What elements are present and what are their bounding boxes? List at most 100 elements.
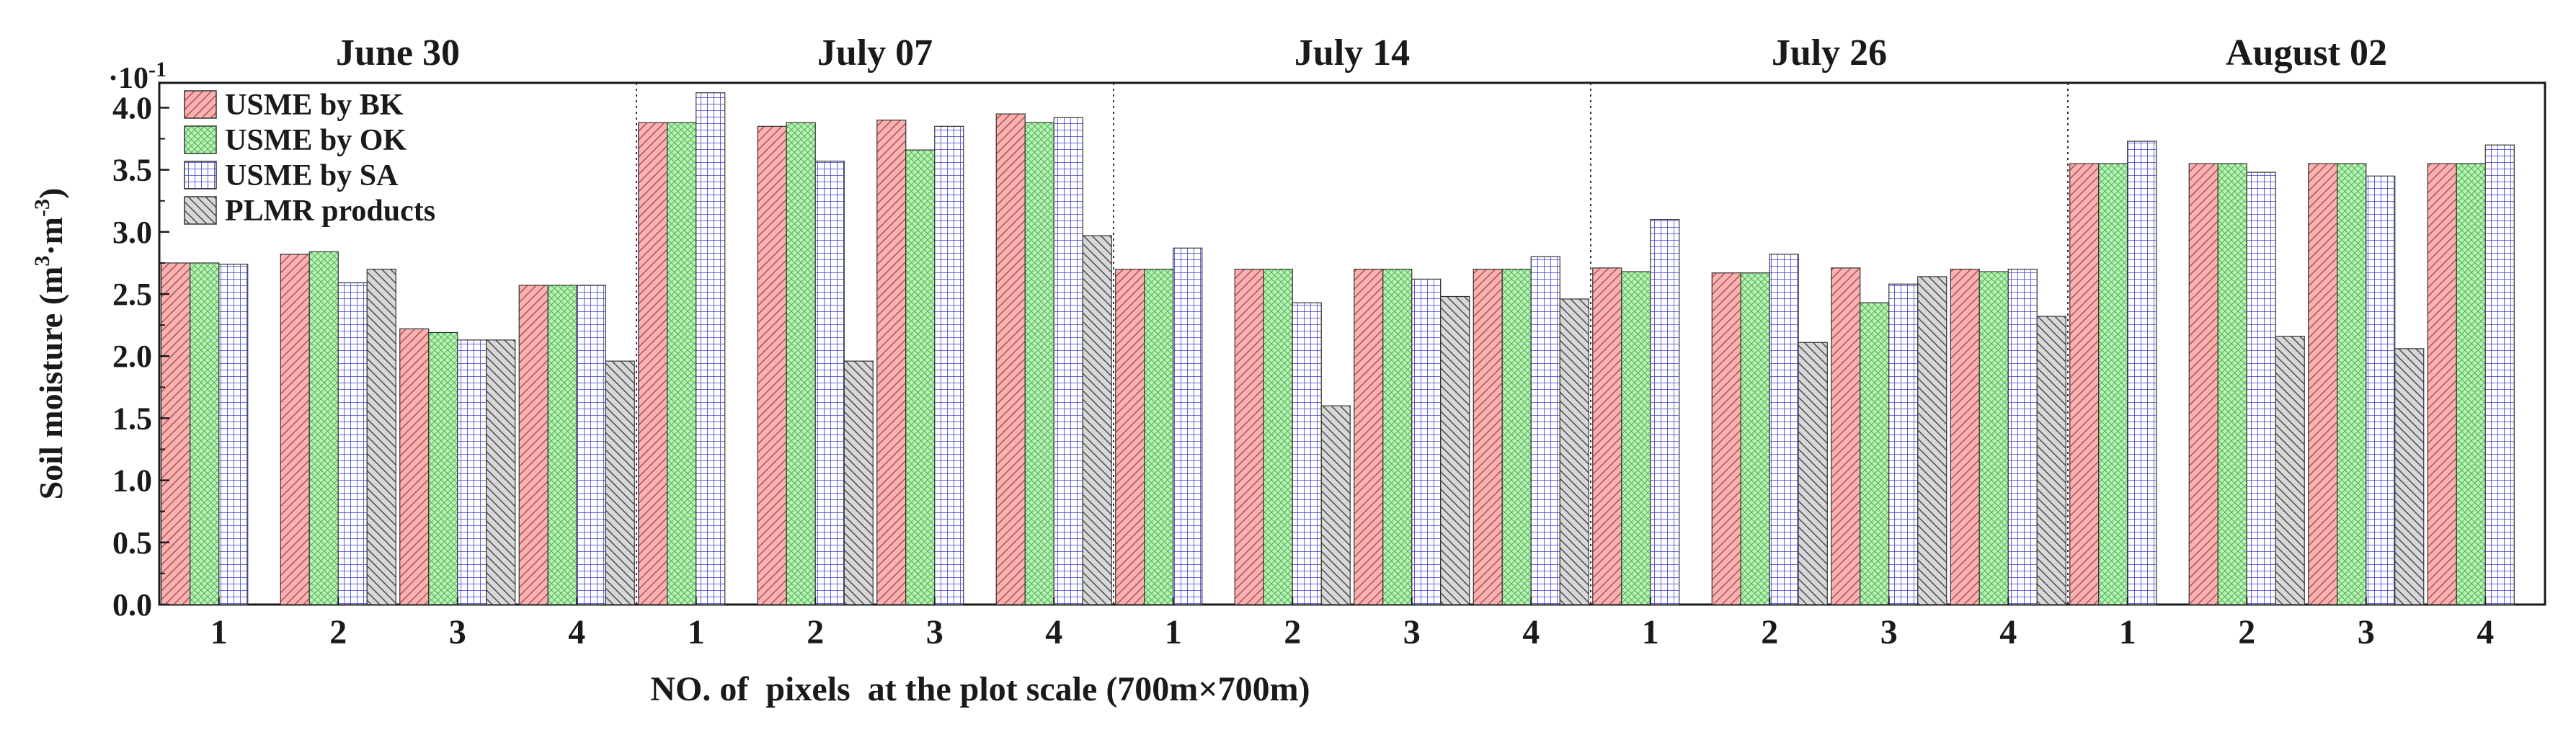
bar-usme-by-sa [576,285,606,605]
bar-usme-by-bk [1592,267,1622,605]
bar-usme-by-sa [2127,141,2157,605]
bar-usme-by-bk [280,254,310,605]
bar-usme-by-sa [2484,144,2515,605]
y-tick-label: 2.5 [112,277,152,312]
bar-usme-by-ok [1621,271,1651,605]
bar-usme-by-sa [337,282,368,605]
bar-usme-by-bk [638,122,668,605]
group-title: August 02 [2226,32,2387,73]
x-tick-label: 4 [2477,613,2494,651]
bar-usme-by-ok [428,331,458,605]
y-multiplier: ·10-1 [108,58,166,95]
bar-usme-by-bk [876,120,907,605]
y-tick-label: 3.0 [112,215,152,250]
bar-usme-by-bk [1831,267,1861,605]
bar-usme-by-ok [547,285,577,605]
bar-plmr-products [2036,316,2066,605]
bar-usme-by-bk [1950,268,1980,605]
y-tick-label: 3.5 [112,153,152,188]
x-tick-label: 3 [1880,613,1898,651]
x-tick-label: 2 [1761,613,1778,651]
y-tick-label: 0.0 [112,587,152,623]
bar-usme-by-ok [667,122,697,605]
x-tick-label: 2 [2238,613,2255,651]
legend-label: USME by SA [225,159,399,192]
x-tick-label: 4 [1522,613,1540,651]
bar-usme-by-ok [1263,268,1293,605]
bar-plmr-products [486,339,516,605]
legend-swatch [184,125,217,154]
bar-plmr-products [2275,336,2305,605]
bar-plmr-products [605,360,635,605]
bar-usme-by-sa [1650,219,1680,605]
x-tick-label: 3 [2358,613,2375,651]
x-tick-label: 1 [210,613,228,651]
group-title: July 14 [1294,32,1410,73]
bar-usme-by-sa [814,161,845,605]
x-axis: 1 2 3 4 1 2 3 4 1 2 3 4 1 2 3 4 1 2 3 4 [210,597,2494,651]
group-title: June 30 [336,32,460,73]
y-multiplier-base: ·10 [108,62,148,95]
x-tick-label: 1 [2119,613,2136,651]
bar-usme-by-sa [457,339,487,605]
bar-usme-by-sa [1053,117,1083,605]
bar-usme-by-ok [905,149,936,605]
group-title: July 07 [817,32,933,73]
y-tick-label: 4.0 [112,90,152,125]
bar-plmr-products [1320,405,1351,605]
bar-usme-by-bk [1354,268,1384,605]
bar-usme-by-ok [190,262,220,605]
legend-label: USME by BK [225,89,404,122]
bar-usme-by-bk [2308,163,2338,605]
bar-usme-by-bk [1234,268,1264,605]
bar-plmr-products [366,268,396,605]
x-tick-label: 2 [807,613,824,651]
bar-usme-by-sa [934,125,964,605]
bar-plmr-products [1440,295,1470,605]
bar-usme-by-sa [1769,254,1799,605]
legend-label: PLMR products [225,195,435,228]
legend-label: USME by OK [225,124,407,157]
plot-frame [158,81,2546,606]
legend-swatch [184,90,217,119]
bar-usme-by-ok [786,122,816,605]
bar-usme-by-bk [2427,163,2457,605]
bar-usme-by-bk [1473,268,1503,605]
y-tick-label: 1.5 [112,401,152,436]
bar-usme-by-sa [1888,283,1919,605]
bar-plmr-products [2394,348,2425,605]
bar-usme-by-ok [1978,271,2009,605]
bar-usme-by-ok [2337,163,2367,605]
bar-usme-by-ok [1740,272,1770,605]
x-tick-label: 1 [1642,613,1659,651]
bar-usme-by-sa [2366,175,2396,605]
bar-usme-by-bk [995,113,1026,605]
x-tick-label: 3 [449,613,466,651]
legend-swatch [184,196,217,225]
bar-plmr-products [1917,276,1947,605]
bar-usme-by-bk [757,125,787,605]
bar-usme-by-ok [2456,163,2486,605]
x-tick-label: 4 [1999,613,2017,651]
bars [161,92,2515,605]
x-tick-label: 1 [688,613,705,651]
bar-usme-by-bk [2188,163,2219,605]
bar-usme-by-sa [1411,278,1442,605]
bar-usme-by-sa [2007,268,2038,605]
bar-usme-by-ok [1501,268,1532,605]
bar-plmr-products [1559,298,1589,605]
x-tick-label: 1 [1165,613,1182,651]
bar-usme-by-ok [1382,268,1413,605]
bar-usme-by-sa [1292,302,1322,605]
x-axis-label: NO. of pixels at the plot scale (700m×70… [650,670,1310,708]
x-tick-label: 3 [1403,613,1421,651]
group-labels: June 30 July 07 July 14 July 26 August 02 [336,32,2387,73]
y-axis: 0.0 0.5 1.0 1.5 2.0 2.5 3.0 3.5 4.0 [112,90,169,623]
bar-usme-by-ok [308,251,339,605]
x-tick-label: 3 [926,613,943,651]
x-tick-label: 4 [568,613,585,651]
x-tick-label: 4 [1045,613,1062,651]
bar-usme-by-bk [2069,163,2100,605]
